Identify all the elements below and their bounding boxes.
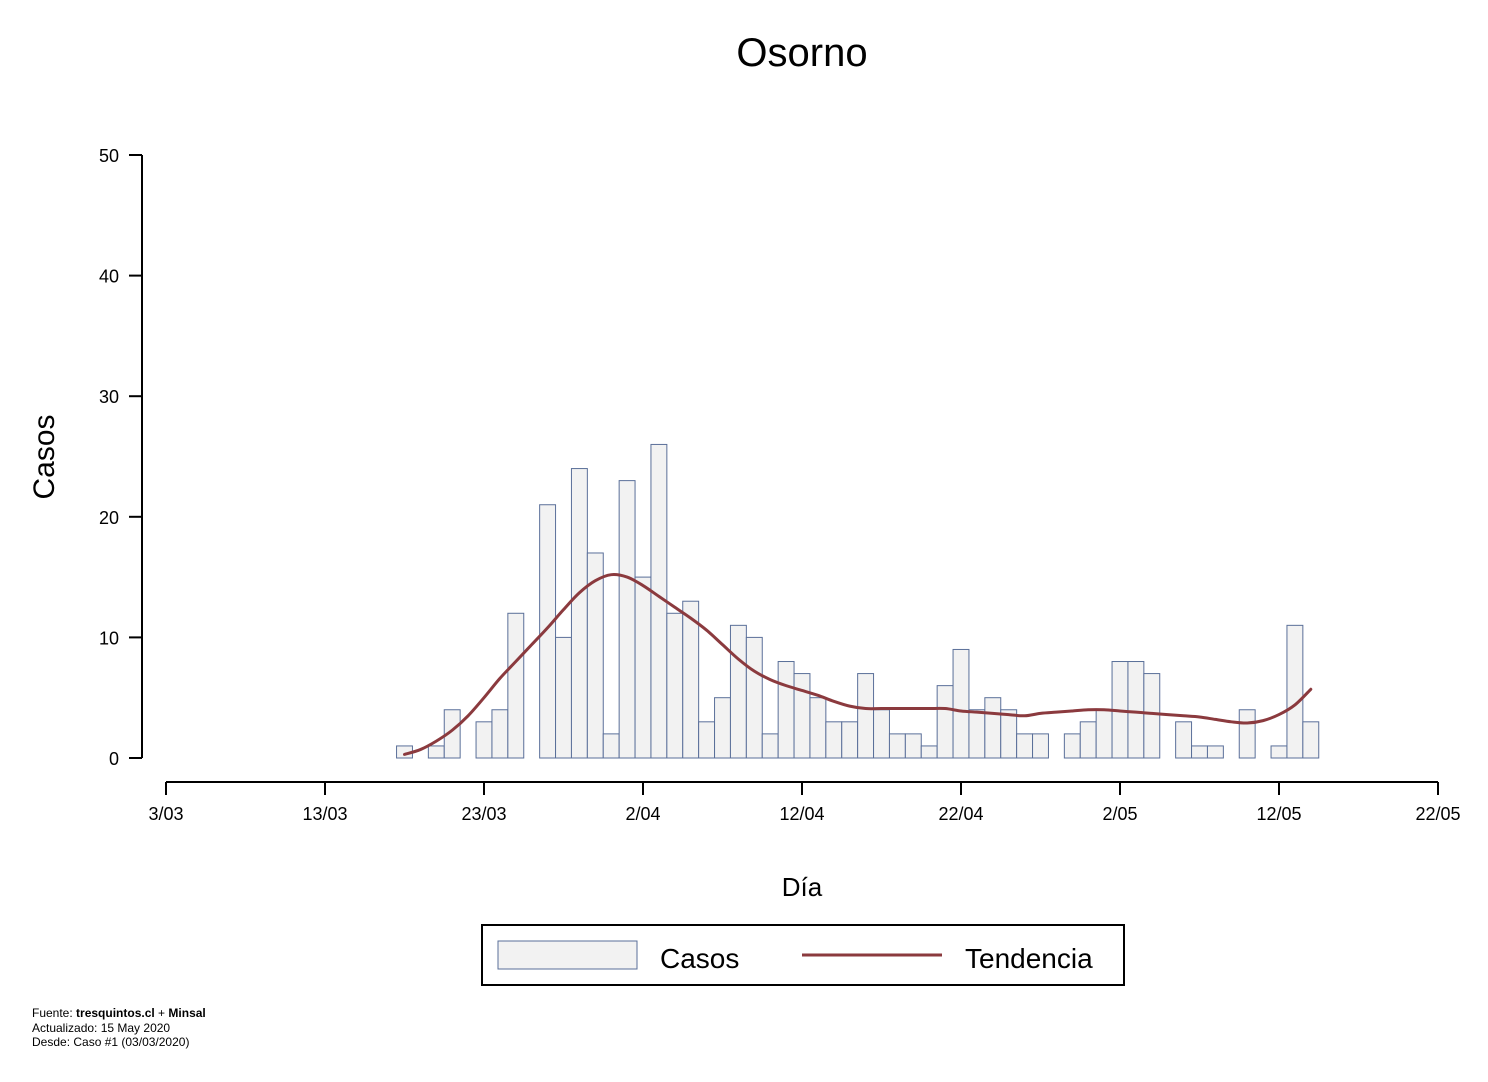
y-tick-label: 0: [109, 749, 119, 769]
footer-source-site: tresquintos.cl: [76, 1006, 155, 1020]
y-tick-label: 10: [99, 628, 119, 648]
y-tick-label: 40: [99, 267, 119, 287]
bar-2020-05-12: [1270, 745, 1288, 759]
bar-2020-05-03: [1127, 661, 1145, 759]
x-tick-label: 3/03: [148, 804, 183, 824]
y-tick-label: 50: [99, 146, 119, 166]
x-tick-label: 13/03: [302, 804, 347, 824]
bar-2020-04-11: [777, 661, 795, 759]
bar-2020-04-23: [968, 709, 986, 759]
bar-2020-04-04: [666, 612, 684, 759]
x-tick-label: 2/05: [1102, 804, 1137, 824]
bar-2020-05-07: [1191, 745, 1208, 759]
x-tick-label: 12/04: [779, 804, 824, 824]
bar-2020-04-09: [745, 636, 763, 759]
y-tick-label: 20: [99, 508, 119, 528]
x-tick-label: 12/05: [1256, 804, 1301, 824]
bar-2020-03-23: [475, 721, 493, 759]
y-axis: 0 10 20 30 40 50: [99, 146, 143, 769]
bar-2020-05-08: [1206, 745, 1224, 759]
bar-2020-05-13: [1286, 624, 1304, 759]
legend-label-casos: Casos: [660, 943, 739, 974]
footer-source: Fuente: tresquintos.cl + Minsal: [32, 1006, 206, 1020]
bar-2020-04-13: [809, 697, 827, 759]
bar-2020-05-01: [1095, 709, 1113, 759]
legend-label-tendencia: Tendencia: [965, 943, 1093, 974]
chart-title: Osorno: [736, 31, 867, 75]
bar-2020-04-08: [729, 624, 747, 759]
bar-2020-04-27: [1032, 733, 1049, 759]
bar-2020-03-20: [427, 745, 445, 759]
bar-2020-04-05: [682, 600, 700, 759]
footer-since: Desde: Caso #1 (03/03/2020): [32, 1035, 190, 1049]
x-tick-label: 22/05: [1415, 804, 1460, 824]
bar-2020-03-24: [491, 709, 509, 759]
x-tick-label: 2/04: [625, 804, 660, 824]
y-axis-label: Casos: [28, 414, 61, 499]
bars-casos: [396, 443, 1320, 759]
bar-2020-04-07: [714, 697, 731, 759]
trend-line: [403, 573, 1313, 756]
bar-2020-04-18: [888, 733, 906, 759]
bar-2020-03-31: [602, 733, 620, 759]
y-tick-label: 30: [99, 387, 119, 407]
x-tick-label: 22/04: [938, 804, 983, 824]
bar-2020-04-02: [634, 576, 652, 759]
bar-2020-04-12: [793, 673, 811, 759]
bar-2020-05-06: [1175, 721, 1193, 759]
bar-2020-04-22: [952, 648, 970, 759]
bar-2020-04-14: [825, 721, 843, 759]
x-axis-label: Día: [782, 872, 823, 902]
bar-2020-04-06: [698, 721, 716, 759]
x-axis: 3/03 13/03 23/03 2/04 12/04 22/04 2/05 12/05 22/…: [148, 781, 1461, 824]
bar-2020-03-29: [570, 468, 588, 759]
x-tick-label: 23/03: [461, 804, 506, 824]
bar-2020-04-19: [904, 733, 922, 759]
footer-source-org: Minsal: [168, 1006, 206, 1020]
bar-2020-04-21: [936, 685, 954, 759]
bar-2020-05-04: [1143, 673, 1161, 759]
legend: Casos Tendencia: [481, 924, 1125, 986]
bar-2020-04-25: [1000, 709, 1018, 759]
bar-2020-04-01: [618, 480, 636, 759]
bar-2020-03-28: [555, 636, 572, 759]
bar-2020-03-27: [539, 504, 557, 759]
bar-2020-04-29: [1063, 733, 1081, 759]
bar-2020-04-15: [841, 721, 859, 759]
bar-2020-04-20: [920, 745, 938, 759]
bar-2020-03-21: [443, 709, 461, 759]
bar-2020-05-10: [1238, 709, 1256, 759]
bar-2020-04-26: [1016, 733, 1034, 759]
bar-2020-04-17: [873, 709, 890, 759]
footer-updated: Actualizado: 15 May 2020: [32, 1020, 171, 1035]
bar-2020-03-30: [586, 552, 604, 759]
footer: Fuente: tresquintos.cl + Minsal Actualiz…: [32, 1006, 206, 1050]
legend-swatch-casos: [497, 940, 638, 970]
bar-2020-04-10: [761, 733, 779, 759]
bar-2020-04-24: [984, 697, 1002, 759]
bar-2020-05-14: [1302, 721, 1320, 759]
bar-2020-04-16: [857, 673, 875, 759]
bar-2020-04-30: [1079, 721, 1097, 759]
bar-2020-03-25: [507, 612, 525, 759]
